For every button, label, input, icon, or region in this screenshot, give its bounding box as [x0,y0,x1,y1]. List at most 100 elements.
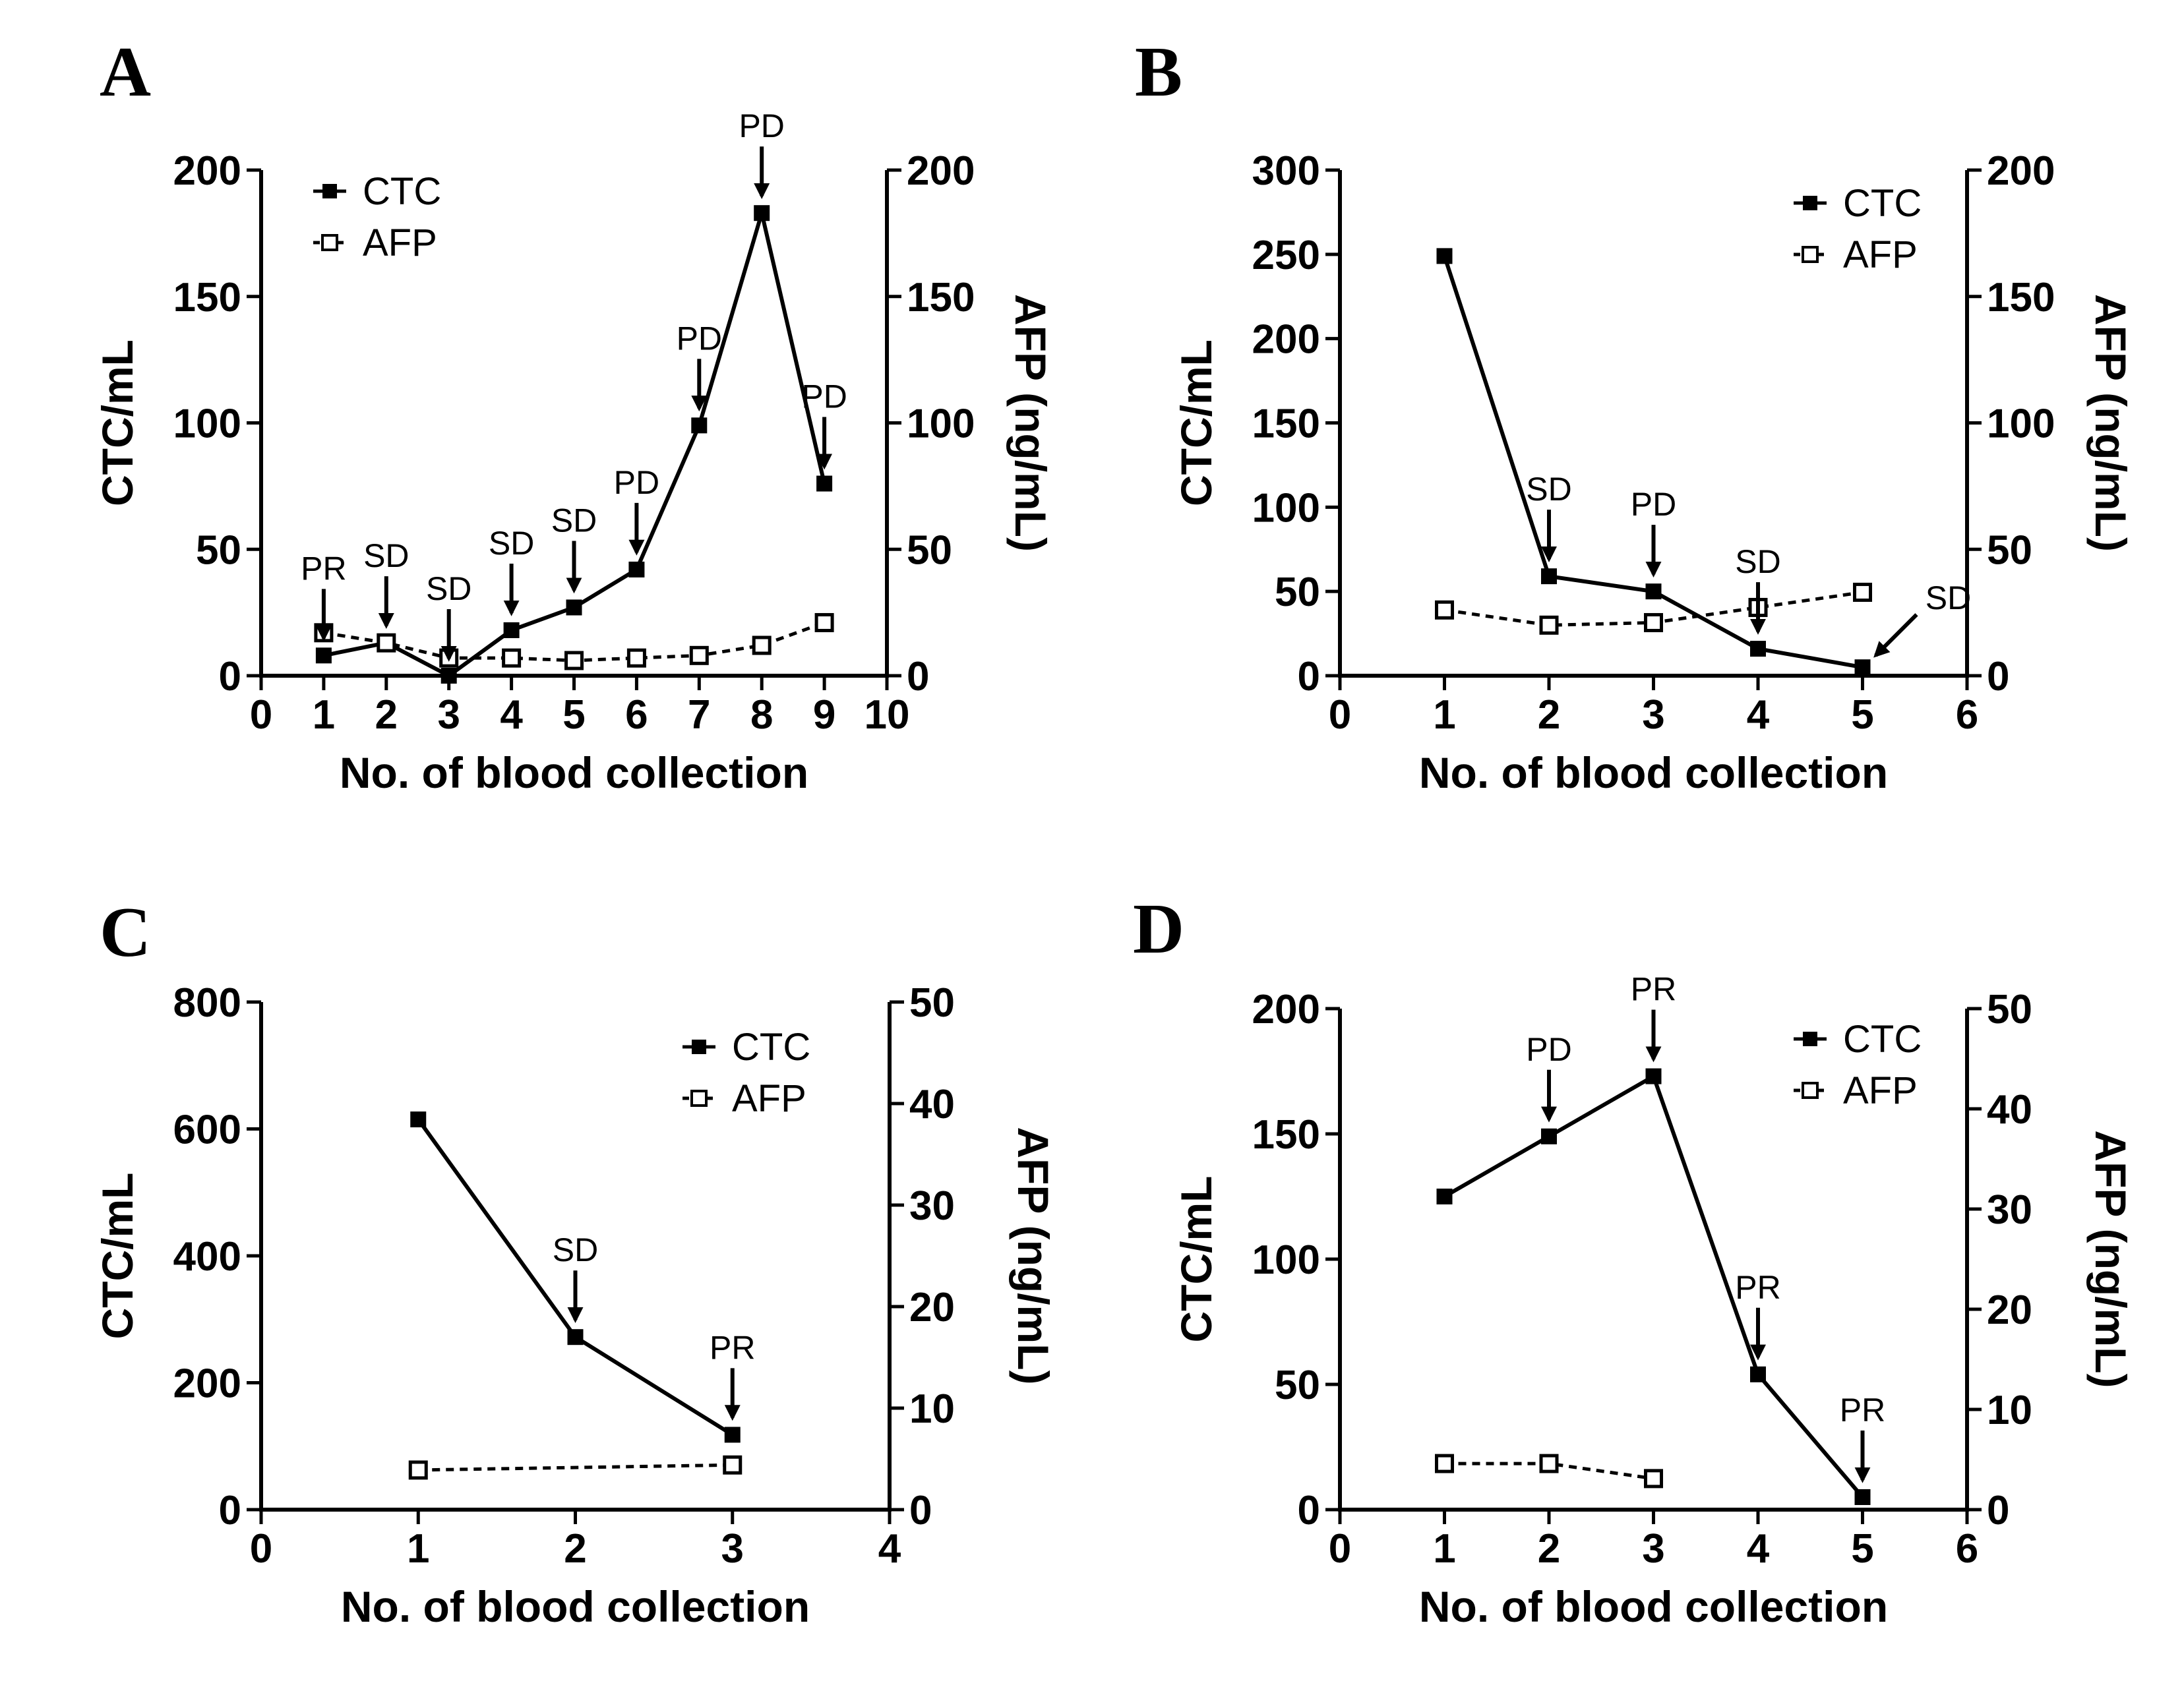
y-tick-label-right: 50 [907,527,952,573]
x-tick-label: 8 [750,692,773,738]
y-tick-label-left: 200 [1252,987,1320,1032]
series-afp [408,1455,743,1480]
x-tick-label: 9 [813,692,835,738]
annotation-sd: SD [553,1231,598,1323]
x-tick-label: 2 [1538,1526,1560,1572]
y-tick-label-right: 150 [1987,275,2055,320]
legend-marker [321,234,338,251]
annotation-label: PD [614,464,659,501]
y-tick-label-left: 50 [1275,1363,1320,1408]
data-point-ctc [503,622,520,638]
data-point-afp [626,648,646,668]
y-tick-label-right: 0 [1987,654,2009,699]
annotation-label: PR [1735,1269,1780,1306]
annotation-pr: PR [710,1329,755,1421]
x-tick-label: 2 [1538,692,1560,738]
annotation-pd: PD [739,107,785,199]
legend-item-afp: AFP [313,222,437,264]
y-tick-label-left: 200 [173,1361,241,1407]
annotation-label: PR [710,1329,755,1366]
annotation-sd: SD [363,537,410,629]
y-tick-label-left: 0 [1298,654,1320,699]
x-tick-label: 0 [1329,692,1351,738]
data-point-ctc [567,1329,584,1345]
data-point-afp [408,1460,428,1480]
y-tick-label-right: 10 [1987,1388,2032,1433]
annotation-label: SD [553,1231,598,1268]
x-tick-label: 4 [500,692,523,738]
legend-marker [692,1040,706,1054]
data-point-ctc [754,205,770,222]
data-point-afp [1644,1469,1663,1489]
data-point-ctc [1541,568,1557,585]
series-ctc [1436,248,1871,676]
y-tick-label-left: 400 [173,1234,241,1280]
annotation-sd: SD [426,570,471,662]
y-tick-label-right: 40 [909,1082,955,1127]
annotation-sd: SD [489,525,534,616]
x-tick-label: 1 [313,692,335,738]
annotation-sd: SD [551,502,597,594]
legend-item-afp: AFP [1794,233,1918,276]
y-tick-label-right: 40 [1987,1087,2032,1133]
y-axis-title-left: CTC/mL [93,1173,142,1340]
data-point-afp [502,648,522,668]
annotation-sd: SD [1526,471,1572,562]
annotation-label: SD [489,525,534,562]
data-point-afp [689,645,709,665]
x-tick-label: 5 [1851,1526,1873,1572]
x-tick-label: 2 [375,692,398,738]
data-point-afp [377,633,396,653]
data-point-afp [1539,615,1559,635]
y-axis-title-right: AFP (ng/mL) [2086,1130,2135,1388]
legend-marker [322,184,337,198]
annotation-pd: PD [1526,1031,1572,1123]
x-axis-title: No. of blood collection [340,748,808,797]
y-tick-label-left: 150 [1252,401,1320,447]
panel-b: B0 1 2 3 4 5 6050100150200250300050100150200No… [1135,33,2135,797]
x-tick-label: 6 [1956,692,1978,738]
x-tick-label: 1 [1433,692,1455,738]
x-tick-label: 4 [1747,1526,1770,1572]
annotation-label: PR [1840,1392,1885,1429]
panel-letter: A [100,33,151,111]
series-ctc [315,205,833,684]
x-tick-label: 0 [1329,1526,1351,1572]
y-tick-label-right: 10 [909,1386,955,1432]
x-tick-label: 3 [721,1526,744,1572]
annotation-sd: SD [1873,579,1971,658]
y-tick-label-left: 200 [1252,317,1320,363]
y-tick-label-left: 100 [1252,1237,1320,1283]
y-tick-label-left: 0 [219,654,241,699]
y-tick-label-right: 100 [1987,401,2055,447]
data-point-ctc [691,417,708,434]
y-tick-label-left: 100 [173,401,241,447]
data-point-afp [1435,600,1454,620]
annotation-label: PD [677,320,722,357]
data-point-ctc [440,668,457,684]
legend-label: AFP [363,222,437,264]
panel-letter: B [1135,33,1182,111]
legend-label: AFP [1843,233,1918,276]
series-line-ctc [1443,1073,1864,1498]
legend-item-afp: AFP [682,1077,806,1120]
annotation-label: SD [551,502,597,539]
y-tick-label-left: 50 [196,527,241,573]
x-axis-title: No. of blood collection [341,1582,810,1631]
data-point-ctc [1541,1128,1557,1144]
data-point-ctc [566,599,582,616]
data-point-ctc [816,475,833,492]
y-tick-label-left: 150 [1252,1112,1320,1158]
annotation-label: PR [1631,971,1676,1008]
series-line-afp [418,1463,733,1472]
data-point-ctc [724,1427,741,1443]
y-tick-label-right: 0 [1987,1488,2009,1533]
annotation-label: PD [801,378,847,415]
annotation-pd: PD [1631,486,1676,577]
legend-item-afp: AFP [1794,1069,1918,1112]
data-point-ctc [628,561,645,577]
y-axis-title-right: AFP (ng/mL) [2086,294,2135,552]
